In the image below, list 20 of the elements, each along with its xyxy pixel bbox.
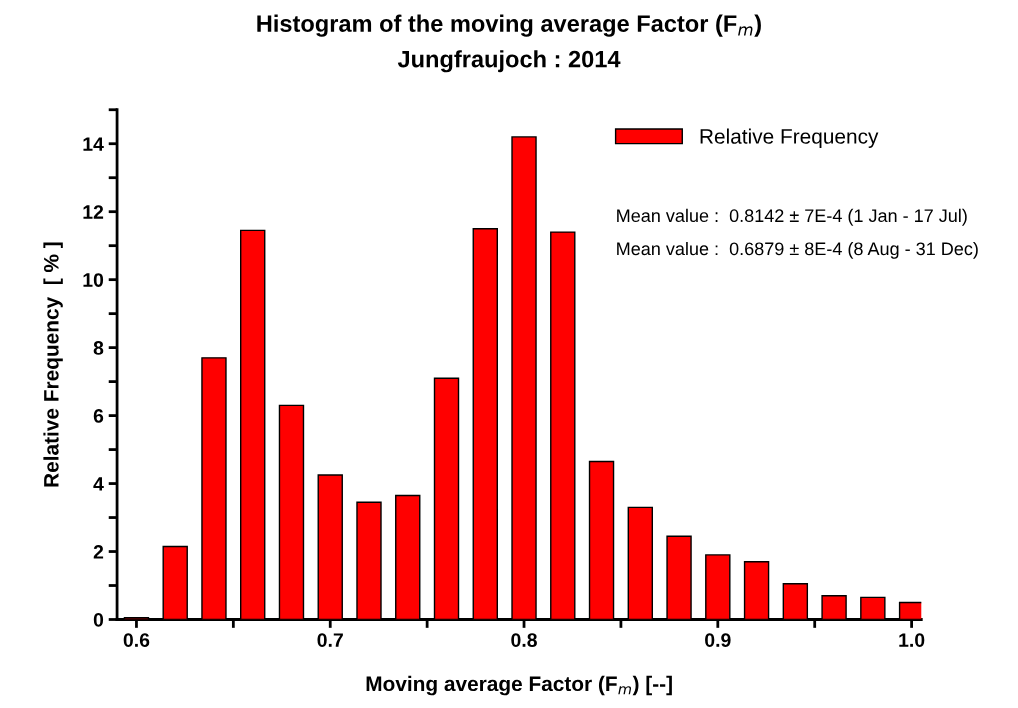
y-tick-label: 8 — [93, 341, 104, 355]
y-tick-label: 6 — [93, 409, 104, 423]
annotation: Mean value : 0.8142 ± 7E-4 (1 Jan - 17 Jul) — [617, 208, 967, 226]
y-tick-label: 0 — [93, 612, 104, 627]
y-tick-label: 14 — [83, 137, 104, 151]
y-tick-label: 12 — [83, 205, 104, 219]
x-tick-label: 0.8 — [511, 633, 537, 647]
x-axis-title: Moving average Factor (F$_{m}$) [--] — [366, 675, 672, 696]
y-axis-title: Relative Frequency [ % ] — [43, 242, 63, 487]
annotation: Mean value : 0.6879 ± 8E-4 (8 Aug - 31 Dec) — [617, 241, 978, 259]
legend-label: Relative Frequency — [700, 128, 879, 148]
chart-subtitle: Jungfraujoch : 2014 — [397, 50, 621, 73]
x-tick-label: 0.6 — [123, 633, 150, 647]
x-tick-label: 0.9 — [705, 633, 731, 647]
x-tick-label: 0.7 — [317, 633, 343, 647]
y-tick-label: 10 — [83, 273, 104, 287]
x-tick-label: 1.0 — [899, 633, 925, 647]
y-tick-label: 4 — [93, 477, 104, 491]
chart-title: Histogram of the moving average Factor (F$_{m}$) — [257, 14, 761, 37]
y-tick-label: 2 — [93, 545, 104, 559]
